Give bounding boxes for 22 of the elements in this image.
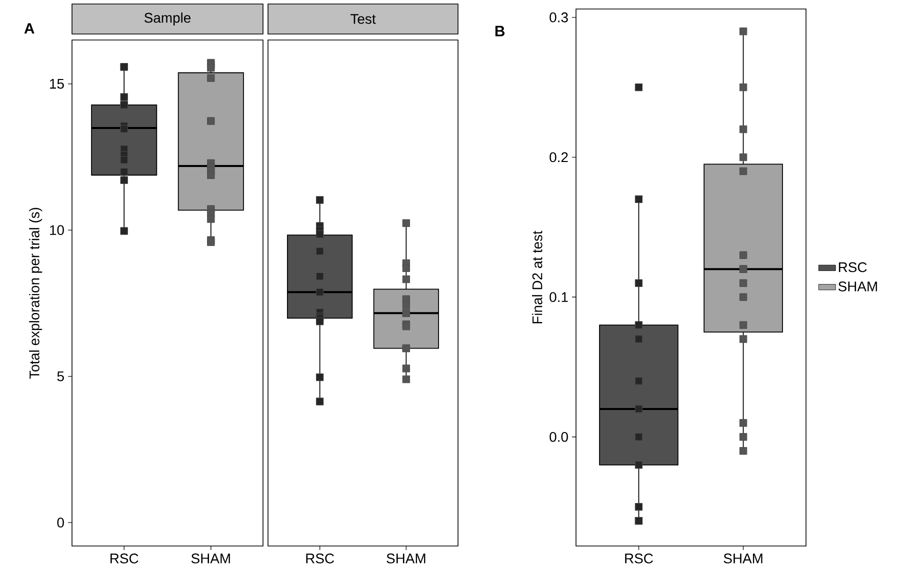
- text: B: [495, 26, 505, 36]
- y-tick-label: 0.2: [550, 152, 568, 162]
- y-tick-label: 0.0: [550, 432, 568, 442]
- y-axis-title: Total exploration per trial (s): [29, 208, 42, 379]
- y-tick-label: 0.3: [550, 12, 568, 22]
- x-tick-label: SHAM: [191, 554, 230, 564]
- x-tick-label: SHAM: [386, 554, 426, 564]
- text: A: [24, 23, 34, 34]
- chart-title: Sample: [144, 12, 191, 26]
- x-tick-label: RSC: [625, 554, 653, 564]
- legend-label: RSC: [838, 262, 867, 272]
- y-axis-title: Final D2 at test: [532, 230, 542, 324]
- y-tick-label: 5: [57, 371, 64, 382]
- x-tick-label: SHAM: [724, 554, 762, 564]
- y-tick-label: 15: [50, 79, 64, 89]
- y-tick-label: 10: [50, 225, 64, 236]
- y-tick-label: 0: [57, 518, 64, 528]
- y-tick-label: 0.1: [550, 292, 568, 302]
- x-tick-label: RSC: [306, 554, 334, 564]
- x-tick-label: RSC: [110, 554, 138, 564]
- legend-label: SHAM: [838, 281, 877, 292]
- chart-title: Test: [350, 14, 376, 24]
